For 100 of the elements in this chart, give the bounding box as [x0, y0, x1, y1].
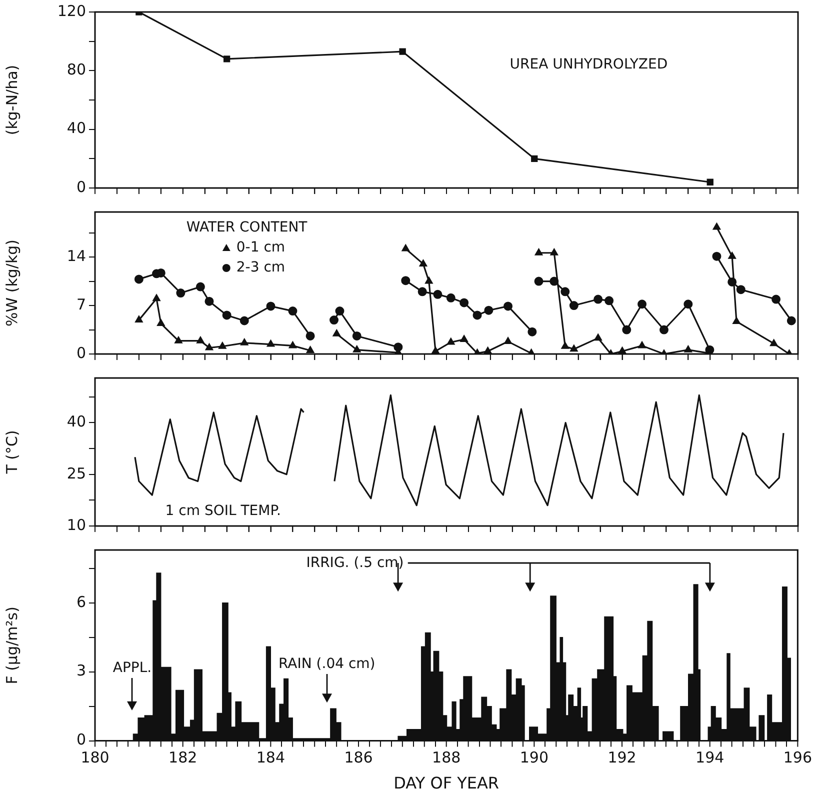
point: [196, 282, 205, 292]
point: [240, 316, 249, 326]
point: [622, 325, 632, 334]
y-tick-label: 40: [66, 119, 86, 138]
point: [534, 276, 544, 286]
point: [174, 336, 182, 344]
point: [446, 338, 455, 345]
y-tick-label: 14: [66, 246, 86, 265]
point: [550, 248, 558, 256]
point: [288, 306, 298, 316]
point: [684, 345, 692, 352]
point: [594, 334, 602, 341]
point: [306, 331, 315, 340]
point: [152, 294, 160, 302]
y-tick-label: 120: [57, 2, 86, 20]
point: [419, 259, 428, 266]
point: [569, 301, 578, 310]
annotation: APPL.: [112, 660, 152, 676]
y-axis-title: %W (kg/kg): [2, 239, 21, 327]
x-tick-label: 184: [256, 748, 285, 767]
point: [402, 244, 410, 252]
point: [335, 306, 344, 316]
x-tick-label: 186: [344, 748, 373, 767]
y-tick-label: 0: [76, 730, 86, 749]
point: [728, 252, 736, 259]
point: [218, 342, 226, 349]
point: [205, 343, 214, 350]
point: [706, 178, 714, 186]
point: [638, 300, 647, 309]
annotation: 1 cm SOIL TEMP.: [165, 502, 281, 519]
x-axis-title: DAY OF YEAR: [394, 774, 500, 793]
point: [736, 285, 746, 294]
x-tick-label: 190: [520, 748, 548, 767]
point: [504, 302, 513, 311]
annotation: UREA UNHYDROLYZED: [510, 56, 668, 72]
point: [460, 334, 468, 342]
point: [352, 345, 361, 352]
point: [534, 248, 543, 256]
y-axis-title: F (µg/m²s): [2, 606, 21, 684]
point: [433, 290, 442, 299]
point: [352, 331, 362, 340]
point: [484, 346, 492, 354]
point: [594, 294, 603, 304]
point: [732, 316, 740, 324]
x-tick-label: 196: [783, 748, 812, 767]
annotation: RAIN (.04 cm): [278, 656, 376, 672]
point: [222, 310, 232, 320]
x-tick-label: 192: [608, 748, 636, 767]
point: [570, 344, 578, 352]
point: [712, 252, 722, 261]
point: [288, 341, 297, 348]
point: [330, 316, 339, 325]
point: [472, 310, 482, 320]
point: [196, 336, 204, 344]
point: [432, 346, 440, 354]
y-axis-title: (kg-N/ha): [2, 64, 21, 136]
point: [240, 338, 248, 346]
point: [659, 325, 668, 334]
point: [618, 346, 626, 354]
point: [134, 316, 143, 323]
point: [684, 300, 693, 309]
point: [561, 342, 570, 349]
point: [223, 56, 230, 62]
y-tick-label: 80: [66, 60, 86, 79]
y-tick-label: 40: [66, 412, 86, 431]
x-tick-label: 194: [696, 748, 724, 767]
point: [484, 306, 494, 315]
point: [786, 316, 796, 326]
point: [638, 341, 646, 348]
point: [446, 293, 456, 302]
point: [531, 155, 538, 162]
point: [770, 339, 778, 346]
point: [504, 337, 512, 344]
point: [204, 296, 214, 306]
point: [306, 346, 314, 354]
point: [528, 327, 537, 336]
point: [772, 294, 781, 304]
point: [401, 276, 410, 286]
legend-title: WATER CONTENT: [186, 220, 308, 236]
point: [424, 276, 433, 284]
x-tick-label: 188: [432, 748, 461, 767]
point: [266, 302, 276, 311]
point: [156, 319, 165, 326]
point: [604, 296, 614, 306]
point: [460, 298, 469, 308]
point: [560, 287, 570, 296]
annotation: IRRIG. (.5 cm): [306, 554, 404, 571]
x-tick-label: 182: [168, 748, 198, 767]
y-tick-label: 6: [76, 592, 86, 611]
point: [712, 222, 721, 230]
y-tick-label: 3: [76, 662, 86, 680]
point: [399, 48, 406, 55]
y-tick-label: 7: [76, 295, 86, 314]
point: [418, 287, 427, 296]
y-tick-label: 0: [76, 178, 86, 196]
y-tick-label: 25: [66, 464, 86, 482]
y-axis-title: T (°C): [2, 430, 21, 475]
point: [332, 329, 341, 336]
y-tick-label: 10: [66, 516, 86, 534]
legend-label: 2-3 cm: [236, 260, 286, 276]
